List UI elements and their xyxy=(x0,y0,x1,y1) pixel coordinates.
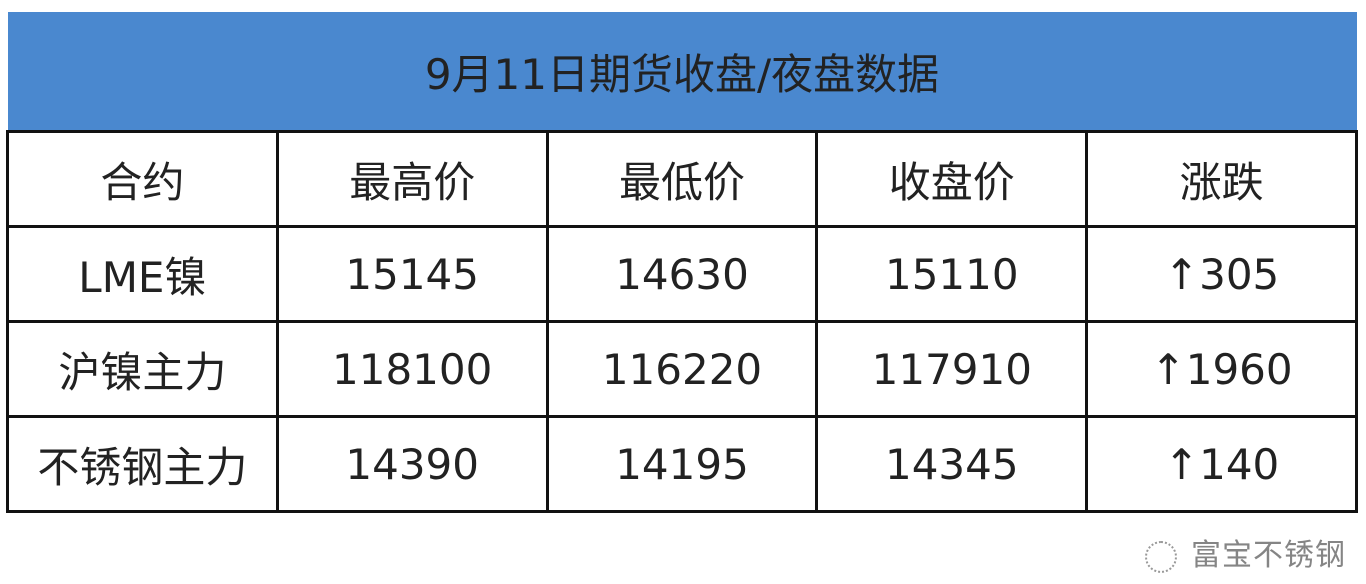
watermark: 富宝不锈钢 xyxy=(1145,538,1346,574)
table-row: 沪镍主力 118100 116220 117910 ↑1960 xyxy=(6,320,1358,418)
header-row: 合约 最高价 最低价 收盘价 涨跌 xyxy=(6,130,1358,228)
low-price: 116220 xyxy=(545,320,819,418)
close-price: 117910 xyxy=(815,320,1089,418)
wechat-icon xyxy=(1145,540,1177,573)
change-value: ↑305 xyxy=(1085,225,1358,323)
change-value: ↑140 xyxy=(1085,415,1358,513)
contract-name: LME镍 xyxy=(6,225,279,323)
high-price: 14390 xyxy=(275,415,549,513)
contract-name: 不锈钢主力 xyxy=(6,415,279,513)
header-close: 收盘价 xyxy=(815,130,1089,228)
table-row: 不锈钢主力 14390 14195 14345 ↑140 xyxy=(6,415,1358,513)
low-price: 14195 xyxy=(545,415,819,513)
futures-table: 9月11日期货收盘/夜盘数据 合约 最高价 最低价 收盘价 涨跌 LME镍 15… xyxy=(6,12,1358,513)
contract-name: 沪镍主力 xyxy=(6,320,279,418)
table-title: 9月11日期货收盘/夜盘数据 xyxy=(7,12,1357,133)
close-price: 15110 xyxy=(815,225,1089,323)
low-price: 14630 xyxy=(545,225,819,323)
header-contract: 合约 xyxy=(6,130,279,228)
change-value: ↑1960 xyxy=(1085,320,1358,418)
table-row: LME镍 15145 14630 15110 ↑305 xyxy=(6,225,1358,323)
header-low: 最低价 xyxy=(545,130,819,228)
close-price: 14345 xyxy=(815,415,1089,513)
high-price: 118100 xyxy=(275,320,549,418)
header-high: 最高价 xyxy=(275,130,549,228)
header-change: 涨跌 xyxy=(1085,130,1358,228)
watermark-text: 富宝不锈钢 xyxy=(1191,538,1346,573)
high-price: 15145 xyxy=(275,225,549,323)
